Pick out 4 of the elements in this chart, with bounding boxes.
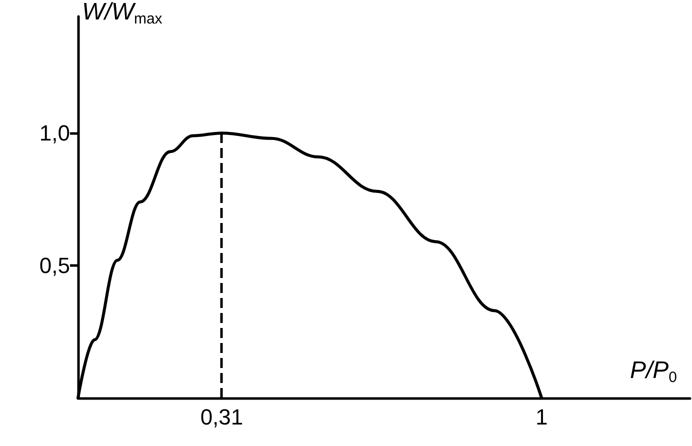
x-tick-label: 1 [536, 404, 548, 430]
y-tick-label: 1,0 [39, 120, 70, 146]
y-tick-label: 0,5 [39, 253, 70, 278]
x-tick-label: 0,31 [200, 404, 244, 430]
